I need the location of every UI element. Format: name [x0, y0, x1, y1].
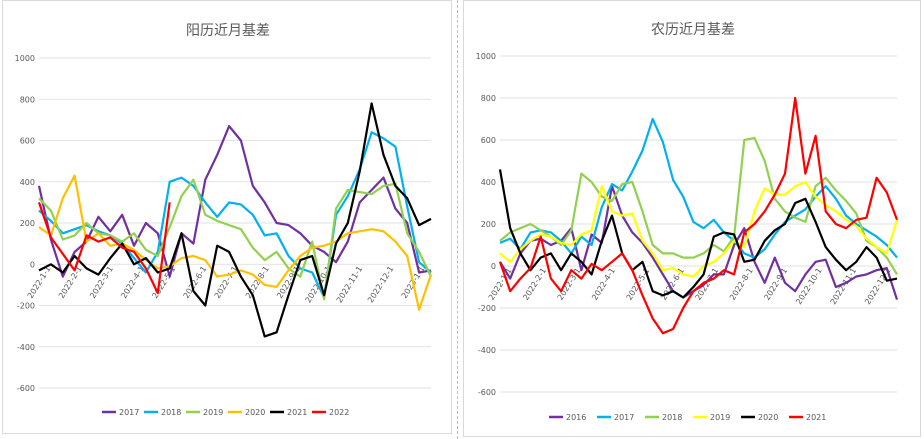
x-tick-label: 2022-4-1	[590, 266, 617, 302]
x-tick-label: 2022-8-1	[244, 265, 271, 301]
chart-panel-lunar: 农历近月基差 -600 -400 -200 0 200 400 600 800 1000 2022…	[463, 0, 921, 437]
x-tick-label: 2022-8-1	[728, 266, 755, 302]
y-tick-label: 600	[481, 136, 496, 145]
y-tick-label: -600	[478, 388, 496, 397]
series-line-2017	[37, 124, 432, 278]
panel-divider	[457, 0, 458, 439]
y-tick-label: 1000	[15, 54, 35, 63]
y-tick-label: 600	[20, 137, 35, 146]
chart-title: 农历近月基差	[651, 21, 735, 38]
x-tick-label: 2022-12-1	[366, 265, 396, 305]
x-tick-label: 2022-11-1	[335, 265, 365, 305]
series-line-2017	[499, 117, 898, 259]
legend-label: 2017	[614, 413, 634, 422]
legend-label: 2016	[566, 413, 586, 422]
series-line-2021	[38, 102, 432, 338]
y-tick-label: 400	[20, 178, 35, 187]
x-tick-label: 2022-11-1	[829, 266, 859, 306]
y-tick-label: 1000	[476, 52, 496, 61]
chart-title: 阳历近月基差	[186, 22, 270, 39]
legend-label: 2020	[758, 413, 778, 422]
legend-label: 2021	[806, 413, 826, 422]
series-line-2019	[499, 180, 899, 278]
series-line-2021	[498, 96, 899, 335]
y-tick-label: -400	[478, 346, 496, 355]
y-tick-label: 0	[491, 262, 496, 271]
y-tick-label: 0	[30, 260, 35, 269]
y-tick-label: 200	[481, 220, 496, 229]
y-tick-label: -400	[17, 343, 35, 352]
x-tick-label: 2022-3-1	[556, 266, 583, 302]
legend-label: 2019	[203, 408, 223, 417]
x-tick-label: 2022-7-1	[213, 265, 240, 301]
chart-panel-solar: 阳历近月基差 -600 -400 -200 0 200 400 600 800 1000 2022…	[2, 0, 452, 434]
x-tick-label: 2022-1-1	[487, 266, 514, 302]
chart-solar: 阳历近月基差 -600 -400 -200 0 200 400 600 800 1000 2022…	[15, 22, 433, 417]
legend-label: 2021	[287, 408, 307, 417]
y-tick-label: 200	[20, 219, 35, 228]
y-tick-label: -600	[17, 384, 35, 393]
legend-label: 2018	[662, 413, 682, 422]
y-tick-label: -200	[17, 302, 35, 311]
y-tick-label: 400	[481, 178, 496, 187]
legend-label: 2017	[119, 408, 139, 417]
x-tick-label: 2022-4-1	[119, 265, 146, 301]
series-line-2022	[37, 202, 171, 295]
series-line-2018	[499, 136, 898, 275]
x-tick-label: 2022-2-1	[521, 266, 548, 302]
series-line-2020	[498, 169, 898, 299]
y-tick-label: -200	[478, 304, 496, 313]
chart-lunar: 农历近月基差 -600 -400 -200 0 200 400 600 800 1000 2022…	[476, 21, 899, 422]
legend-label: 2022	[329, 408, 349, 417]
series-line-2019	[38, 178, 432, 301]
legend-label: 2019	[710, 413, 730, 422]
y-tick-label: 800	[20, 95, 35, 104]
legend-label: 2020	[245, 408, 265, 417]
legend-label: 2018	[161, 408, 181, 417]
y-tick-label: 800	[481, 94, 496, 103]
